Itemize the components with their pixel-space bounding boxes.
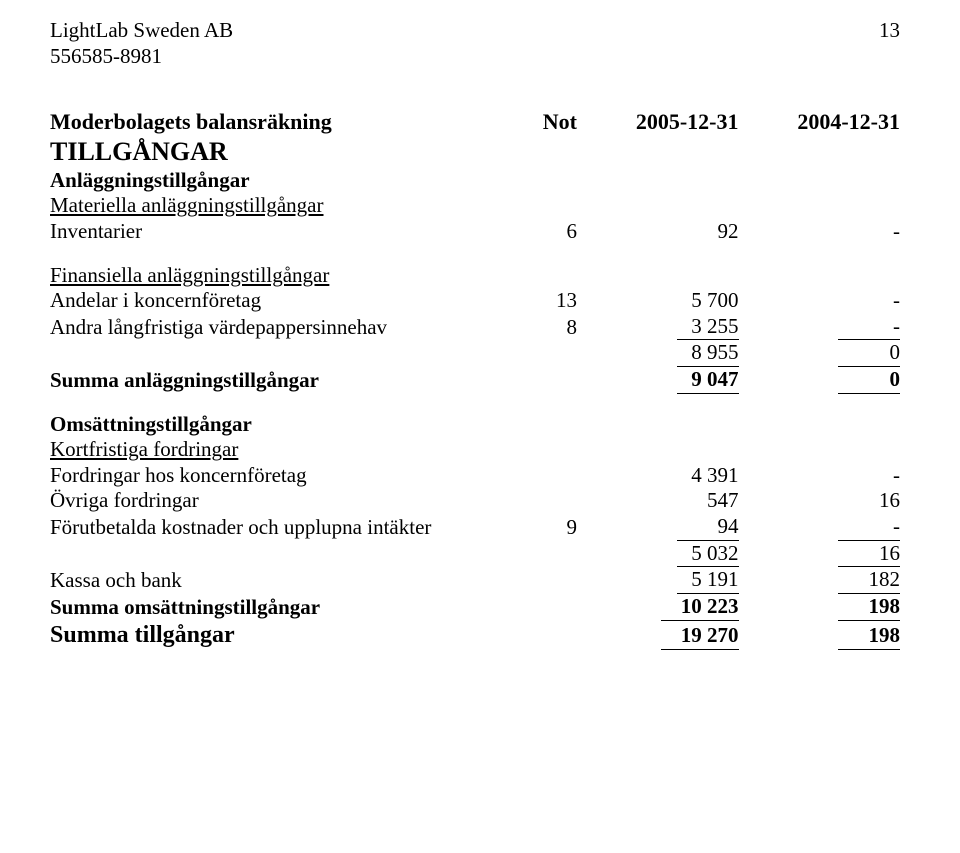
- row-current-total-y1: 10 223: [661, 594, 739, 621]
- row-inventories-label: Inventarier: [50, 219, 492, 245]
- row-current-total-y2: 198: [838, 594, 900, 621]
- row-fixed-total-label: Summa anläggningstillgångar: [50, 367, 492, 394]
- row-cash-y2: 182: [838, 567, 900, 594]
- row-inventories-y2: -: [739, 219, 901, 245]
- row-current-total-label: Summa omsättningstillgångar: [50, 594, 492, 621]
- row-grand-total-y2: 198: [838, 623, 900, 650]
- row-recv-sum-y2: 16: [838, 541, 900, 568]
- row-prepaid-label: Förutbetalda kostnader och upplupna intä…: [50, 514, 492, 541]
- row-shares-note: 13: [492, 288, 577, 314]
- org-number: 556585-8981: [50, 44, 900, 70]
- row-cash-label: Kassa och bank: [50, 567, 492, 594]
- doc-title: Moderbolagets balansräkning: [50, 109, 492, 136]
- col-header-2004: 2004-12-31: [739, 109, 901, 136]
- page-number: 13: [879, 18, 900, 44]
- row-inventories-note: 6: [492, 219, 577, 245]
- row-securities-label: Andra långfristiga värdepappersinnehav: [50, 314, 492, 341]
- row-fin-sum-y1: 8 955: [677, 340, 739, 367]
- row-group-recv-y2: -: [739, 463, 901, 489]
- row-cash-y1: 5 191: [677, 567, 739, 594]
- row-prepaid-y1: 94: [677, 514, 739, 541]
- row-fixed-total-y1: 9 047: [677, 367, 739, 394]
- row-fin-sum-y2: 0: [838, 340, 900, 367]
- subhead-financial: Finansiella anläggningstillgångar: [50, 263, 492, 289]
- row-other-recv-y1: 547: [577, 488, 739, 514]
- page-header: LightLab Sweden AB 13 556585-8981: [50, 18, 900, 69]
- row-securities-y1: 3 255: [677, 314, 739, 341]
- balance-sheet-table: Moderbolagets balansräkning Not 2005-12-…: [50, 109, 900, 650]
- subhead-receivables: Kortfristiga fordringar: [50, 437, 492, 463]
- row-securities-y2: -: [838, 314, 900, 341]
- row-securities-note: 8: [492, 314, 577, 341]
- row-prepaid-y2: -: [838, 514, 900, 541]
- row-recv-sum-y1: 5 032: [677, 541, 739, 568]
- row-fixed-total-y2: 0: [838, 367, 900, 394]
- row-other-recv-label: Övriga fordringar: [50, 488, 492, 514]
- row-group-recv-y1: 4 391: [577, 463, 739, 489]
- row-grand-total-label: Summa tillgångar: [50, 621, 492, 650]
- row-grand-total-y1: 19 270: [661, 623, 739, 650]
- subhead-tangible: Materiella anläggningstillgångar: [50, 193, 492, 219]
- row-group-recv-label: Fordringar hos koncernföretag: [50, 463, 492, 489]
- section-assets: TILLGÅNGAR: [50, 136, 492, 168]
- page: LightLab Sweden AB 13 556585-8981 Moderb…: [0, 0, 960, 853]
- row-prepaid-note: 9: [492, 514, 577, 541]
- group-fixed-assets: Anläggningstillgångar: [50, 168, 492, 194]
- row-shares-label: Andelar i koncernföretag: [50, 288, 492, 314]
- col-header-not: Not: [492, 109, 577, 136]
- company-name: LightLab Sweden AB: [50, 18, 900, 44]
- group-current-assets: Omsättningstillgångar: [50, 412, 492, 438]
- row-other-recv-y2: 16: [739, 488, 901, 514]
- row-shares-y2: -: [739, 288, 901, 314]
- row-inventories-y1: 92: [577, 219, 739, 245]
- row-shares-y1: 5 700: [577, 288, 739, 314]
- col-header-2005: 2005-12-31: [577, 109, 739, 136]
